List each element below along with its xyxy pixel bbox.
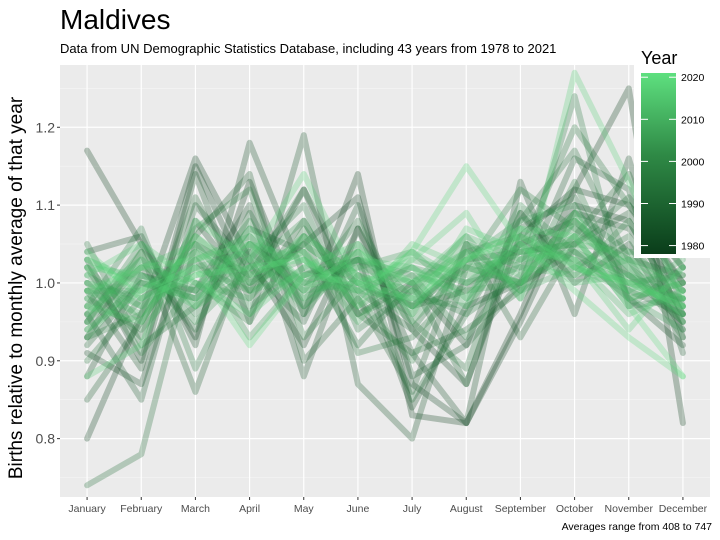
y-tick-label: 1.1: [36, 197, 56, 213]
series-line: [84, 209, 686, 325]
series-line: [84, 186, 686, 489]
series-line: [84, 233, 686, 325]
legend-colorbar: [641, 73, 676, 254]
series-line: [84, 225, 686, 380]
chart-subtitle: Data from UN Demographic Statistics Data…: [60, 41, 556, 56]
x-tick-label: February: [120, 503, 163, 515]
x-tick-label: March: [181, 503, 210, 515]
series-line: [84, 171, 686, 403]
series-line: [84, 233, 686, 310]
series-line: [84, 233, 686, 318]
series-line: [84, 155, 686, 427]
x-tick-label: December: [659, 503, 708, 515]
series-line: [84, 209, 686, 341]
series-line: [84, 233, 686, 310]
series-line: [84, 233, 686, 318]
legend-tick-label: 1980: [681, 241, 705, 253]
series-line: [84, 209, 686, 372]
series-line: [84, 93, 686, 372]
series-line: [84, 178, 686, 364]
series-line: [84, 132, 686, 442]
series-lines: [84, 69, 686, 489]
y-tick-label: 0.8: [36, 431, 56, 447]
chart-title: Maldives: [60, 4, 170, 35]
series-line: [84, 155, 686, 442]
y-axis-label: Births relative to monthly average of th…: [6, 96, 27, 479]
x-tick-label: August: [450, 503, 483, 515]
series-line: [84, 124, 686, 364]
series-line: [84, 217, 686, 325]
series-line: [84, 233, 686, 310]
series-line: [84, 186, 686, 388]
legend-tick-label: 1990: [681, 198, 705, 210]
series-line: [84, 163, 686, 427]
plot-panel: [60, 65, 710, 497]
legend-tick-label: 2010: [681, 114, 705, 126]
x-tick-label: September: [495, 503, 547, 515]
series-line: [84, 241, 686, 341]
gridlines: [60, 65, 710, 497]
series-line: [84, 171, 686, 356]
series-line: [84, 202, 686, 341]
series-line: [84, 225, 686, 333]
series-line: [84, 217, 686, 333]
series-line: [84, 155, 686, 403]
series-line: [84, 69, 686, 380]
series-line: [84, 163, 686, 380]
x-tick-label: January: [68, 503, 106, 515]
x-tick-label: October: [556, 503, 594, 515]
x-axis: January February March April May June July Augu…: [68, 497, 708, 515]
series-line: [84, 139, 686, 411]
legend-tick-label: 2020: [681, 72, 705, 84]
x-tick-label: November: [605, 503, 654, 515]
legend-tick-label: 2000: [681, 156, 705, 168]
legend-title: Year: [641, 48, 677, 68]
series-line: [84, 225, 686, 310]
series-line: [84, 225, 686, 325]
series-line: [84, 147, 686, 403]
series-line: [84, 186, 686, 341]
series-line: [84, 202, 686, 333]
series-line: [84, 217, 686, 395]
series-line: [84, 233, 686, 333]
x-tick-label: June: [347, 503, 370, 515]
series-line: [84, 241, 686, 325]
series-line: [84, 241, 686, 318]
color-legend: Year 2020 2010 2000 1990 1980: [634, 46, 716, 258]
x-tick-label: May: [294, 503, 315, 515]
series-line: [84, 85, 686, 427]
x-tick-label: April: [239, 503, 260, 515]
y-tick-label: 1.2: [36, 119, 56, 135]
series-line: [84, 248, 686, 310]
series-line: [84, 194, 686, 388]
y-tick-label: 0.9: [36, 353, 56, 369]
y-axis: 0.8 0.9 1.0 1.1 1.2: [36, 119, 60, 447]
series-line: [84, 217, 686, 325]
x-tick-label: July: [403, 503, 422, 515]
y-tick-label: 1.0: [36, 275, 56, 291]
chart-caption: Averages range from 408 to 747: [562, 521, 713, 533]
